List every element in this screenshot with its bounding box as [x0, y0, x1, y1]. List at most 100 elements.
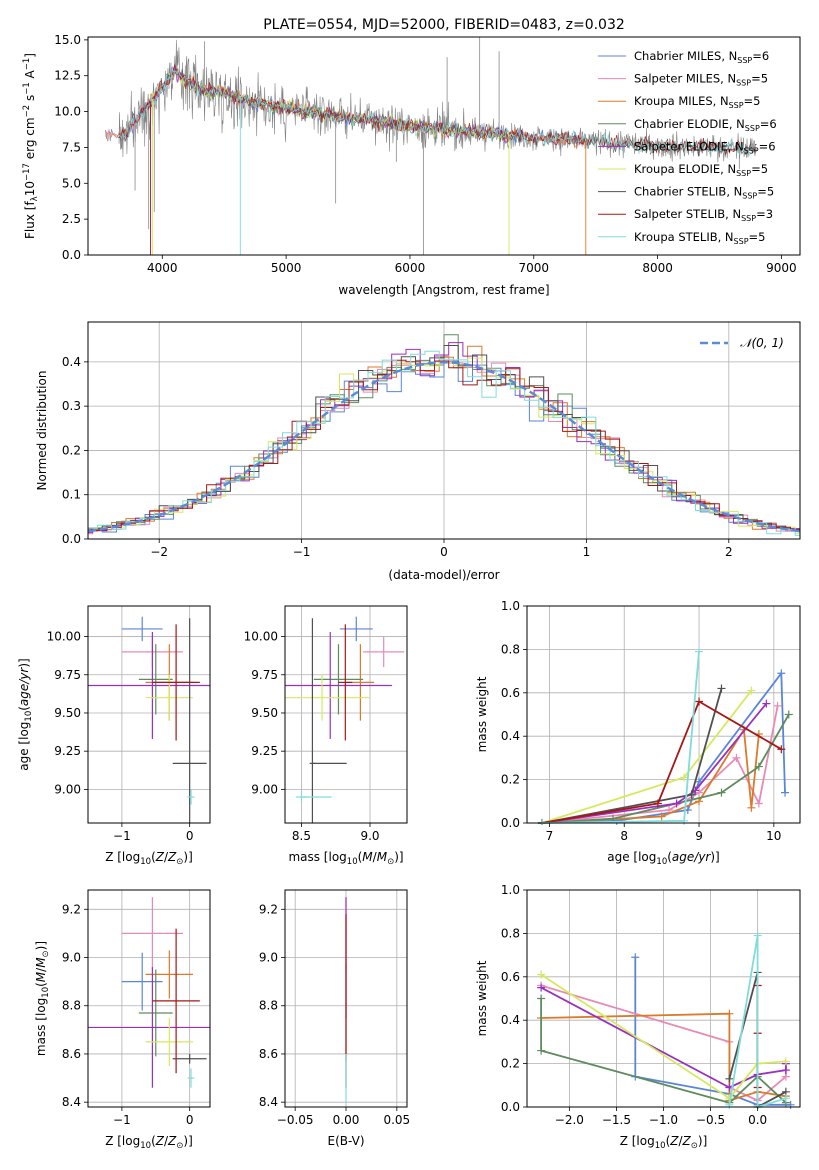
x-tick-label: −0.05	[277, 1113, 314, 1127]
x-tick-label: 9	[695, 829, 703, 843]
y-tick-label: 12.5	[54, 69, 81, 83]
y-tick-label: 9.25	[251, 744, 278, 758]
y-axis-label: mass weight	[475, 676, 489, 752]
weight-vs-age-chart: 7 8 9 10 0.0 0.2 0.4 0.6 0.8 1.0 age [log10(age/yr…	[475, 599, 801, 867]
y-tick-label: 9.0	[259, 951, 278, 965]
x-tick-label: 6000	[395, 261, 426, 275]
y-tick-label: 0.8	[501, 642, 520, 656]
age-vs-mass-chart: 8.5 9.0 9.00 9.25 9.50 9.75 10.00 mass [log10(M…	[244, 605, 408, 867]
legend-entry: Salpeter STELIB, NSSP=3	[634, 207, 773, 223]
chabrier-stelib-histogram	[88, 345, 800, 534]
y-tick-label: 7.5	[62, 140, 81, 154]
observed-spectrum-line	[118, 39, 757, 163]
y-tick-label: 0.4	[501, 729, 520, 743]
y-tick-label: 9.50	[251, 706, 278, 720]
y-tick-label: 9.00	[54, 782, 81, 796]
y-tick-label: 5.0	[62, 176, 81, 190]
axes-frame	[87, 36, 801, 256]
y-tick-label: 0.4	[501, 1013, 520, 1027]
y-tick-label: 8.4	[259, 1095, 278, 1109]
y-tick-label: 10.00	[47, 630, 81, 644]
x-tick-label: 0	[440, 545, 448, 559]
x-tick-label: −1.0	[649, 1113, 678, 1127]
x-axis-label: (data-model)/error	[388, 568, 499, 582]
chabrier-stelib-marker	[725, 1074, 734, 1083]
x-tick-label: 1	[583, 545, 591, 559]
x-tick-label: 0.00	[333, 1113, 360, 1127]
x-tick-label: −0.5	[696, 1113, 725, 1127]
x-tick-label: 9000	[766, 261, 797, 275]
y-tick-label: 9.75	[251, 668, 278, 682]
y-axis-label: age [log10(age/yr)]	[17, 658, 34, 770]
gaussian-reference-line	[88, 361, 800, 533]
x-tick-label: −2	[150, 545, 168, 559]
x-tick-label: 8000	[642, 261, 673, 275]
legend-entry: Kroupa STELIB, NSSP=5	[634, 230, 765, 246]
mass-vs-ebv-chart: −0.05 0.00 0.05 8.4 8.6 8.8 9.0 9.2 E(B-V)	[259, 889, 410, 1148]
y-tick-label: 0.0	[501, 1100, 520, 1114]
x-tick-label: −1	[293, 545, 311, 559]
salpeter-stelib-marker	[777, 745, 786, 754]
y-tick-label: 8.8	[62, 999, 81, 1013]
age-vs-Z-chart: −1 0 9.00 9.25 9.50 9.75 10.00 Z [log10(Z/Z⊙)] a…	[17, 605, 211, 867]
salpeter-stelib-line	[541, 700, 782, 824]
salpeter-elodie-marker	[672, 799, 681, 808]
y-axis-label: Normed distribution	[35, 371, 49, 491]
plot-area	[537, 931, 795, 1109]
axes-frame	[87, 889, 211, 1108]
y-tick-label: 1.0	[501, 599, 520, 613]
x-tick-label: 0	[186, 1113, 194, 1127]
y-tick-label: 9.2	[62, 902, 81, 916]
y-tick-label: 8.4	[62, 1095, 81, 1109]
legend-entry: Chabrier ELODIE, NSSP=6	[634, 117, 777, 133]
salpeter-miles-marker	[732, 753, 741, 762]
x-axis-label: age [log10(age/yr)]	[607, 850, 719, 867]
x-axis-label: Z [log10(Z/Z⊙)]	[620, 1134, 708, 1151]
y-tick-label: 0.6	[501, 686, 520, 700]
y-tick-label: 0.8	[501, 926, 520, 940]
y-tick-label: 10.0	[54, 105, 81, 119]
x-tick-label: −1	[113, 829, 131, 843]
x-tick-label: 7000	[519, 261, 550, 275]
x-tick-label: 0.05	[383, 1113, 410, 1127]
axes-frame	[87, 605, 211, 824]
legend: 𝒩(0, 1)	[700, 336, 784, 350]
y-tick-label: 9.25	[54, 744, 81, 758]
kroupa-stelib-marker	[695, 647, 704, 656]
mass-vs-Z-chart: −1 0 8.4 8.6 8.8 9.0 9.2 Z [log10(Z/Z⊙)] mass [l…	[34, 889, 211, 1151]
x-tick-label: 2	[725, 545, 733, 559]
chabrier-elodie-marker	[717, 788, 726, 797]
spectrum-chart: 4000 5000 6000 7000 8000 9000 0.0 2.5 5.0 7.5 10.0…	[22, 17, 801, 297]
salpeter-stelib-marker	[695, 697, 704, 706]
kroupa-miles-marker	[725, 1009, 734, 1018]
x-tick-label: −2.0	[555, 1113, 584, 1127]
kroupa-elodie-marker	[537, 970, 546, 979]
x-tick-label: 0	[186, 829, 194, 843]
y-tick-label: 0.0	[62, 248, 81, 262]
y-tick-label: 2.5	[62, 212, 81, 226]
salpeter-stelib-marker	[653, 799, 662, 808]
kroupa-elodie-marker	[680, 773, 689, 782]
kroupa-stelib-model-line	[118, 67, 757, 157]
kroupa-stelib-marker	[781, 1094, 790, 1103]
legend-entry: Salpeter ELODIE, NSSP=6	[634, 139, 776, 155]
kroupa-elodie-marker	[747, 686, 756, 695]
x-axis-label: wavelength [Angstrom, rest frame]	[338, 283, 549, 297]
axes-frame	[526, 605, 801, 824]
legend: Chabrier MILES, NSSP=6 Salpeter MILES, NS…	[598, 49, 777, 246]
y-tick-label: 8.8	[259, 999, 278, 1013]
x-axis-label: E(B-V)	[327, 1134, 364, 1148]
chabrier-miles-marker	[777, 669, 786, 678]
y-axis-label: Flux [fλ10−17 erg cm−2 s−1 A−1]	[22, 53, 40, 239]
kroupa-miles-line	[541, 728, 760, 824]
y-tick-label: 9.50	[54, 706, 81, 720]
chabrier-elodie-marker	[754, 762, 763, 771]
x-axis-label: mass [log10(M/M⊙)]	[288, 850, 403, 867]
legend-entry: Chabrier MILES, NSSP=6	[634, 49, 769, 65]
legend-entry: Salpeter MILES, NSSP=5	[634, 72, 768, 88]
weight-vs-Z-chart: −2.0 −1.5 −1.0 −0.5 0.0 0.0 0.2 0.4 0.6 0.8 1.0 Z […	[475, 883, 801, 1151]
plot-area	[88, 334, 800, 536]
kroupa-miles-marker	[657, 812, 666, 821]
y-tick-label: 10.00	[244, 630, 278, 644]
